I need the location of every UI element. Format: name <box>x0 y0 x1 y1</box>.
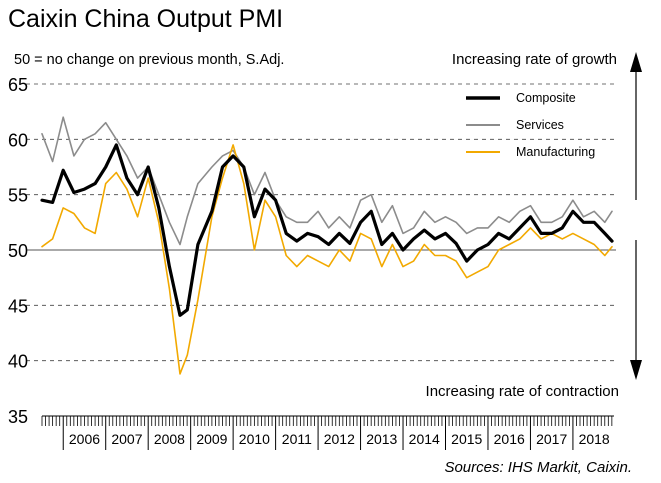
legend-label-manufacturing: Manufacturing <box>516 145 595 159</box>
series-line-composite <box>40 143 614 317</box>
contraction-arrow <box>630 240 642 380</box>
y-axis-ticks: 35 40 45 50 55 60 65 <box>8 75 28 427</box>
series-line-manufacturing <box>41 144 613 375</box>
x-tick-year-label: 2012 <box>324 431 355 447</box>
x-tick-year-label: 2015 <box>451 431 482 447</box>
x-tick-year-label: 2016 <box>494 431 525 447</box>
chart-title: Caixin China Output PMI <box>8 5 283 33</box>
x-tick-year-label: 2017 <box>536 431 567 447</box>
x-tick-year-label: 2013 <box>366 431 397 447</box>
legend-label-composite: Composite <box>516 91 576 105</box>
y-tick-label: 40 <box>8 352 28 372</box>
x-tick-year-label: 2009 <box>196 431 227 447</box>
source-note: Sources: IHS Markit, Caixin. <box>444 459 632 476</box>
y-tick-label: 65 <box>8 75 28 95</box>
x-tick-year-label: 2018 <box>579 431 610 447</box>
series-lines <box>40 116 614 375</box>
legend-label-services: Services <box>516 118 564 132</box>
y-tick-label: 45 <box>8 296 28 316</box>
y-tick-label: 60 <box>8 130 28 150</box>
growth-arrow <box>630 52 642 200</box>
x-tick-year-label: 2006 <box>69 431 100 447</box>
x-axis-year-labels: 2006 2007 2008 2009 2010 2011 2012 2013 2014 2015… <box>69 431 610 447</box>
series-line-services <box>41 116 613 246</box>
x-tick-year-label: 2014 <box>409 431 440 447</box>
grid-lines <box>26 83 616 362</box>
x-axis <box>41 415 614 450</box>
y-tick-label: 50 <box>8 241 28 261</box>
annotation-growth: Increasing rate of growth <box>452 51 617 68</box>
x-tick-year-label: 2010 <box>239 431 270 447</box>
x-tick-year-label: 2007 <box>111 431 142 447</box>
y-tick-label: 55 <box>8 186 28 206</box>
chart-subtitle: 50 = no change on previous month, S.Adj. <box>14 52 284 68</box>
y-tick-label: 35 <box>8 407 28 427</box>
x-tick-year-label: 2008 <box>154 431 185 447</box>
legend: Composite Services Manufacturing <box>466 91 595 159</box>
annotation-contraction: Increasing rate of contraction <box>426 383 619 400</box>
x-tick-year-label: 2011 <box>282 431 312 447</box>
